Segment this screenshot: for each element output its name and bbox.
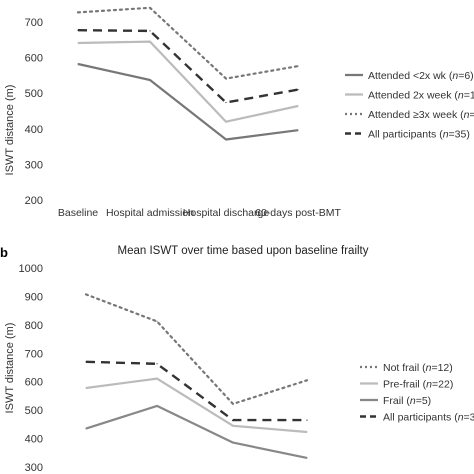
data-point: [85, 361, 87, 363]
chart-panel-a: ISWT distance (m) 200 300 400 500 600 700 Base…: [4, 6, 474, 219]
x-tick-label: Baseline: [58, 207, 98, 219]
data-point: [225, 101, 227, 104]
data-point: [85, 293, 87, 295]
legend-label: All participants (n=35): [368, 128, 470, 140]
y-tick-label: 900: [25, 291, 43, 303]
y-tick-label: 700: [25, 348, 43, 360]
data-point: [77, 42, 79, 44]
data-point: [306, 431, 308, 433]
legend-label: All participants (n=39): [383, 411, 474, 423]
data-point: [156, 405, 158, 407]
data-point: [297, 105, 299, 107]
x-tick-label: 60-days post-BMT: [255, 207, 341, 219]
legend-label: Attended ≥3x week (n=18): [368, 109, 474, 121]
data-point: [149, 7, 151, 9]
series-line: [77, 29, 299, 104]
legend-label: Not frail (n=12): [383, 362, 453, 374]
data-point: [297, 89, 299, 91]
y-tick-label: 200: [25, 195, 43, 207]
legend-label: Attended 2x week (n=11): [368, 89, 474, 101]
data-point: [149, 79, 151, 81]
data-point: [225, 78, 227, 80]
y-tick-label: 700: [25, 17, 43, 29]
legend-label: Frail (n=5): [383, 395, 431, 407]
series-line: [85, 360, 307, 422]
data-point: [306, 419, 308, 421]
data-point: [77, 63, 79, 65]
data-point: [297, 129, 299, 131]
data-point: [232, 425, 234, 427]
data-point: [149, 30, 151, 32]
data-point: [232, 419, 234, 421]
legend-label: Attended <2x wk (n=6): [368, 70, 474, 82]
data-point: [85, 387, 87, 389]
data-point: [306, 379, 308, 381]
data-point: [156, 320, 158, 322]
y-tick-label: 1000: [19, 263, 43, 275]
chart-panel-b: b Mean ISWT over time based upon baselin…: [0, 245, 474, 474]
data-point: [232, 403, 234, 405]
y-tick-label: 400: [25, 434, 43, 446]
data-point: [225, 121, 227, 123]
x-tick-label: Hospital discharge: [183, 207, 270, 219]
y-axis-label: ISWT distance (m): [4, 85, 16, 176]
data-point: [156, 363, 158, 365]
data-point: [77, 29, 79, 31]
data-point: [232, 442, 234, 444]
series-line: [85, 404, 308, 459]
y-tick-label: 400: [25, 124, 43, 136]
y-tick-label: 600: [25, 377, 43, 389]
series-line: [77, 40, 299, 123]
y-axis-label: ISWT distance (m): [4, 323, 16, 414]
series-line: [84, 293, 309, 405]
series-line: [76, 6, 300, 80]
legend-label: Pre-frail (n=22): [383, 378, 453, 390]
series-line: [85, 377, 308, 434]
y-tick-label: 800: [25, 320, 43, 332]
data-point: [149, 41, 151, 43]
y-tick-label: 500: [25, 405, 43, 417]
chart-title: Mean ISWT over time based upon baseline …: [118, 245, 369, 257]
series-line: [77, 62, 299, 141]
data-point: [306, 457, 308, 459]
data-point: [156, 378, 158, 380]
x-tick-label: Hospital admission: [106, 207, 194, 219]
y-tick-label: 600: [25, 53, 43, 65]
data-point: [85, 428, 87, 430]
y-tick-label: 500: [25, 88, 43, 100]
data-point: [77, 11, 79, 13]
data-point: [297, 65, 299, 67]
y-tick-label: 300: [25, 159, 43, 171]
y-tick-label: 300: [25, 462, 43, 474]
panel-label: b: [0, 245, 8, 260]
data-point: [225, 138, 227, 141]
